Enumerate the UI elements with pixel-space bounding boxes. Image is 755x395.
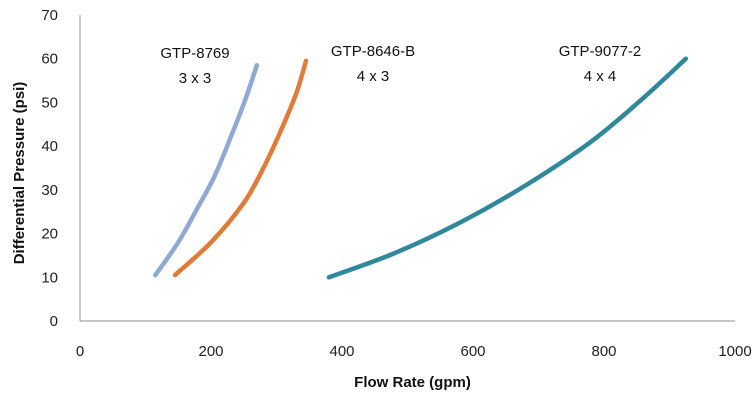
axes	[79, 15, 735, 322]
series-lines	[153, 56, 689, 280]
series-line-3	[326, 56, 689, 280]
series-size-label: 3 x 3	[179, 70, 212, 87]
x-tick-label: 1000	[718, 343, 751, 360]
series-name-label: GTP-8646-B	[331, 43, 415, 60]
y-tick-label: 40	[41, 138, 58, 155]
series-name-label: GTP-9077-2	[559, 43, 642, 60]
y-tick-label: 60	[41, 51, 58, 68]
y-axis-title: Differential Pressure (psi)	[11, 82, 28, 265]
y-tick-label: 70	[41, 7, 58, 24]
x-tick-label: 600	[460, 343, 485, 360]
x-tick-label: 0	[76, 343, 84, 360]
y-tick-label: 20	[41, 226, 58, 243]
y-tick-label: 10	[41, 269, 58, 286]
series-size-label: 4 x 3	[357, 68, 390, 85]
tick-labels: 0 200 400 600 800 1000 0 10 20 30 40 50 60 70	[41, 7, 751, 360]
series-name-label: GTP-8769	[160, 45, 229, 62]
series-line-2	[172, 58, 309, 278]
series-line-1	[153, 63, 260, 278]
y-tick-label: 50	[41, 94, 58, 111]
series-size-label: 4 x 4	[584, 68, 617, 85]
x-axis-title: Flow Rate (gpm)	[354, 374, 471, 391]
x-tick-label: 200	[198, 343, 223, 360]
series-labels: GTP-8769 3 x 3 GTP-8646-B 4 x 3 GTP-9077-2 4 …	[160, 43, 641, 87]
y-tick-label: 0	[50, 313, 58, 330]
y-tick-label: 30	[41, 182, 58, 199]
x-tick-label: 800	[591, 343, 616, 360]
x-tick-label: 400	[329, 343, 354, 360]
